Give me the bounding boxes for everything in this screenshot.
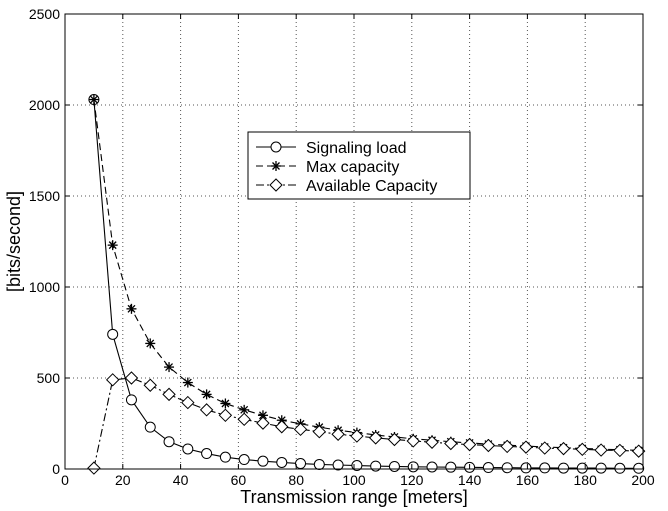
legend-entry: Available Capacity (256, 178, 437, 195)
data-point (539, 462, 551, 474)
data-point (295, 458, 307, 470)
legend: Signaling load Max capacity Available Capa… (247, 131, 471, 200)
legend-marker (271, 161, 281, 171)
series-layer (87, 94, 646, 475)
x-tick-label: 120 (400, 472, 424, 488)
data-point (313, 458, 325, 470)
data-point (462, 437, 477, 452)
data-point (220, 398, 231, 409)
axis-ticks: 0 20 40 60 80 100 120 140 160 180 2000500100015002… (29, 6, 655, 488)
data-point (162, 387, 176, 402)
data-point (370, 460, 382, 472)
data-point (238, 454, 250, 466)
y-tick-label: 2000 (29, 97, 60, 113)
data-point (519, 440, 533, 454)
data-point (163, 436, 175, 448)
series-line (93, 377, 639, 469)
data-point (575, 442, 590, 457)
data-point (87, 461, 101, 475)
data-point (218, 408, 233, 423)
data-point (275, 420, 289, 434)
legend-entry: Max capacity (256, 159, 399, 176)
data-point (388, 460, 400, 472)
data-point (368, 431, 383, 445)
x-tick-label: 80 (288, 472, 304, 488)
data-point (425, 435, 439, 449)
data-point (145, 338, 156, 349)
data-point (500, 439, 514, 454)
data-point (107, 240, 118, 251)
data-point (105, 373, 120, 387)
legend-label: Signaling load (306, 140, 407, 157)
y-tick-label: 2500 (29, 6, 60, 22)
data-point (595, 462, 607, 474)
data-point (501, 462, 513, 474)
x-tick-label: 160 (516, 472, 540, 488)
data-point (312, 424, 327, 439)
data-point (199, 403, 214, 417)
legend-label: Max capacity (306, 159, 399, 176)
data-point (201, 448, 213, 460)
data-point (256, 416, 270, 430)
data-point (182, 443, 194, 455)
x-tick-label: 100 (342, 472, 366, 488)
y-tick-label: 1000 (29, 279, 60, 295)
data-point (594, 443, 608, 457)
x-tick-label: 200 (631, 472, 655, 488)
x-tick-label: 60 (231, 472, 247, 488)
data-point (257, 455, 269, 467)
x-tick-label: 20 (115, 472, 131, 488)
legend-marker (270, 141, 282, 153)
data-point (426, 461, 438, 473)
legend-entry: Signaling load (256, 140, 407, 157)
data-point (331, 427, 345, 441)
data-point (124, 371, 139, 385)
data-point (406, 434, 420, 448)
data-point (407, 461, 419, 473)
data-point (613, 443, 627, 458)
data-point (219, 451, 231, 463)
data-point (88, 94, 99, 105)
y-tick-label: 0 (52, 461, 60, 477)
data-point (144, 421, 156, 433)
data-point (164, 362, 175, 373)
data-point (558, 462, 570, 474)
data-point (633, 462, 645, 474)
x-tick-label: 0 (61, 472, 69, 488)
data-point (182, 377, 193, 388)
data-point (126, 303, 137, 314)
x-tick-label: 40 (173, 472, 189, 488)
y-tick-label: 1500 (29, 188, 60, 204)
data-point (237, 412, 251, 427)
data-point (125, 394, 137, 406)
data-point (481, 438, 496, 453)
x-axis-title: Transmission range [meters] (240, 487, 467, 507)
data-point (482, 462, 494, 474)
data-point (276, 456, 288, 468)
y-tick-label: 500 (37, 370, 61, 386)
x-tick-label: 140 (458, 472, 482, 488)
x-tick-label: 180 (574, 472, 598, 488)
data-point (556, 441, 571, 456)
legend-label: Available Capacity (306, 178, 437, 195)
data-point (444, 436, 458, 451)
grid-lines (65, 14, 643, 469)
data-point (201, 389, 212, 400)
data-point (181, 395, 195, 410)
data-point (445, 461, 457, 473)
data-point (332, 459, 344, 471)
data-point (538, 441, 552, 455)
data-point (143, 378, 157, 392)
y-axis-title: [bits/second] (4, 191, 24, 292)
data-point (293, 422, 308, 437)
data-point (614, 462, 626, 474)
series-2 (87, 371, 646, 475)
legend-marker (269, 178, 283, 192)
data-point (350, 429, 364, 443)
data-point (520, 462, 532, 474)
data-point (107, 328, 119, 340)
data-point (387, 432, 402, 447)
